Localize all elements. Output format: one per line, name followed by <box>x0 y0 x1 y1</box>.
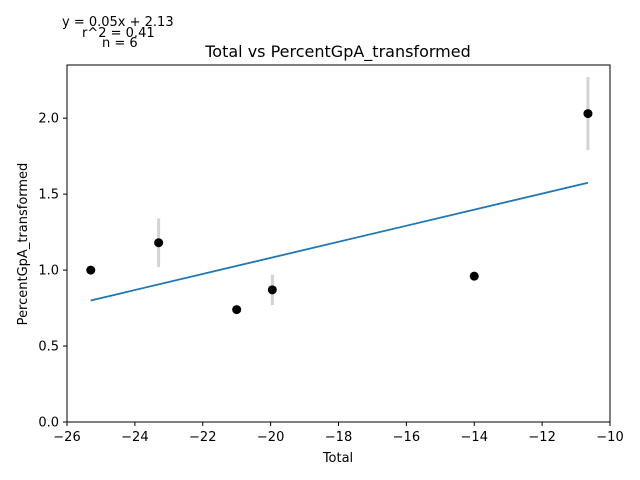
x-axis: −26 −24 −22 −20 −18 −16 −14 −12 −10 <box>53 422 624 445</box>
x-tick-label-3: −20 <box>257 430 284 445</box>
data-point-4 <box>469 271 479 281</box>
x-tick-label-0: −26 <box>53 430 80 445</box>
y-tick-label-3: 1.5 <box>38 188 59 203</box>
x-tick-label-6: −14 <box>461 430 488 445</box>
y-axis: 0.0 0.5 1.0 1.5 2.0 <box>38 112 67 431</box>
x-tick-label-5: −16 <box>393 430 420 445</box>
x-tick-label-2: −22 <box>189 430 216 445</box>
y-tick-label-1: 0.5 <box>38 340 59 355</box>
y-tick-label-0: 0.0 <box>38 416 59 431</box>
fit-line <box>90 181 589 302</box>
y-tick-label-4: 2.0 <box>38 112 59 127</box>
chart-title: Total vs PercentGpA_transformed <box>204 42 470 62</box>
x-tick-label-4: −18 <box>325 430 352 445</box>
data-point-3 <box>267 285 277 295</box>
x-tick-label-7: −12 <box>528 430 555 445</box>
annotation-equation: y = 0.05x + 2.13 <box>62 15 174 30</box>
x-tick-label-8: −10 <box>596 430 623 445</box>
y-axis-label: PercentGpA_transformed <box>16 163 31 326</box>
annotation-n: n = 6 <box>102 36 138 51</box>
data-point-5 <box>583 109 593 119</box>
plot-frame <box>66 64 611 423</box>
data-point-1 <box>154 238 164 248</box>
x-tick-label-1: −24 <box>121 430 148 445</box>
annotation-r2: r^2 = 0.41 <box>82 26 155 41</box>
plot-area <box>86 77 593 315</box>
data-point-2 <box>232 305 242 315</box>
x-axis-label: Total <box>322 451 353 466</box>
y-tick-label-2: 1.0 <box>38 264 59 279</box>
data-point-0 <box>86 265 96 275</box>
